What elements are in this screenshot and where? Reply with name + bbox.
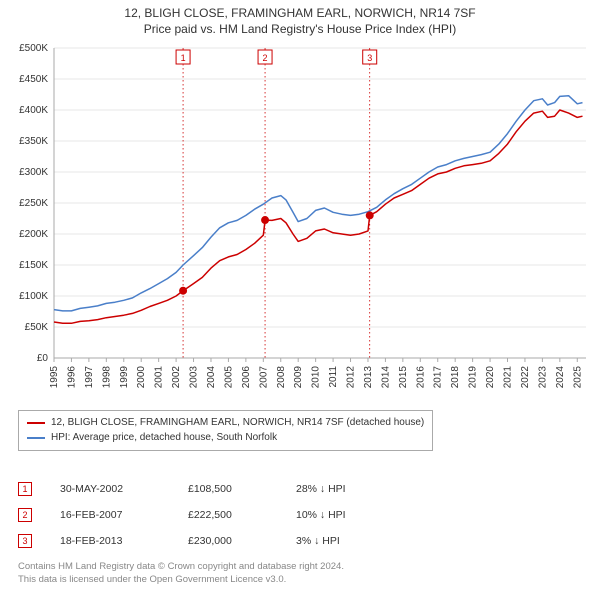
svg-text:2022: 2022 <box>520 366 531 389</box>
svg-text:2004: 2004 <box>206 366 217 389</box>
transaction-marker: 2 <box>18 508 32 522</box>
svg-text:£150K: £150K <box>19 260 48 271</box>
transaction-row: 1 30-MAY-2002 £108,500 28% ↓ HPI <box>18 476 386 502</box>
transactions-table: 1 30-MAY-2002 £108,500 28% ↓ HPI 2 16-FEB-200… <box>18 476 386 554</box>
svg-text:2000: 2000 <box>136 366 147 389</box>
chart-header: 12, BLIGH CLOSE, FRAMINGHAM EARL, NORWIC… <box>0 0 600 36</box>
attribution-text: Contains HM Land Registry data © Crown c… <box>18 561 344 586</box>
transaction-date: 16-FEB-2007 <box>60 509 160 521</box>
transaction-marker: 1 <box>18 482 32 496</box>
svg-text:2024: 2024 <box>555 366 566 389</box>
svg-text:2023: 2023 <box>537 366 548 389</box>
svg-text:1996: 1996 <box>66 366 77 389</box>
svg-text:£50K: £50K <box>25 322 49 333</box>
svg-text:2002: 2002 <box>171 366 182 389</box>
svg-text:2012: 2012 <box>346 366 357 389</box>
svg-text:2003: 2003 <box>189 366 200 389</box>
svg-text:2018: 2018 <box>450 366 461 389</box>
svg-text:£0: £0 <box>37 353 49 364</box>
svg-text:2016: 2016 <box>415 366 426 389</box>
svg-text:2017: 2017 <box>433 366 444 389</box>
svg-text:1998: 1998 <box>101 366 112 389</box>
transaction-date: 30-MAY-2002 <box>60 483 160 495</box>
transaction-marker: 3 <box>18 534 32 548</box>
svg-text:2: 2 <box>263 53 268 63</box>
svg-text:£450K: £450K <box>19 74 48 85</box>
legend-swatch <box>27 437 45 439</box>
transaction-row: 2 16-FEB-2007 £222,500 10% ↓ HPI <box>18 502 386 528</box>
svg-text:2019: 2019 <box>468 366 479 389</box>
transaction-row: 3 18-FEB-2013 £230,000 3% ↓ HPI <box>18 528 386 554</box>
svg-text:2025: 2025 <box>572 366 583 389</box>
svg-text:2011: 2011 <box>328 366 339 388</box>
svg-text:£250K: £250K <box>19 198 48 209</box>
attribution-line-2: This data is licensed under the Open Gov… <box>18 574 344 586</box>
legend-label: HPI: Average price, detached house, Sout… <box>51 430 277 445</box>
transaction-price: £108,500 <box>188 483 268 495</box>
transaction-date: 18-FEB-2013 <box>60 535 160 547</box>
svg-text:£100K: £100K <box>19 291 48 302</box>
svg-text:1999: 1999 <box>119 366 130 389</box>
svg-text:2021: 2021 <box>503 366 514 389</box>
svg-text:1997: 1997 <box>84 366 95 389</box>
legend-swatch <box>27 422 45 424</box>
svg-text:2010: 2010 <box>311 366 322 389</box>
svg-text:1995: 1995 <box>49 366 60 389</box>
chart-subtitle: Price paid vs. HM Land Registry's House … <box>10 22 590 36</box>
svg-text:2015: 2015 <box>398 366 409 389</box>
svg-text:1: 1 <box>181 53 186 63</box>
transaction-price: £222,500 <box>188 509 268 521</box>
chart-area: £0 £50K £100K £150K £200K £250K £300K £350K £400… <box>10 42 590 402</box>
svg-text:3: 3 <box>367 53 372 63</box>
svg-text:2008: 2008 <box>276 366 287 389</box>
svg-text:2007: 2007 <box>258 366 269 389</box>
svg-text:2006: 2006 <box>241 366 252 389</box>
legend-row: HPI: Average price, detached house, Sout… <box>27 430 424 445</box>
chart-title: 12, BLIGH CLOSE, FRAMINGHAM EARL, NORWIC… <box>10 6 590 20</box>
transaction-delta: 10% ↓ HPI <box>296 509 386 521</box>
legend-row: 12, BLIGH CLOSE, FRAMINGHAM EARL, NORWIC… <box>27 415 424 430</box>
svg-text:2013: 2013 <box>363 366 374 389</box>
transaction-delta: 28% ↓ HPI <box>296 483 386 495</box>
svg-text:£350K: £350K <box>19 136 48 147</box>
transaction-delta: 3% ↓ HPI <box>296 535 386 547</box>
svg-text:2009: 2009 <box>293 366 304 389</box>
svg-text:£500K: £500K <box>19 43 48 54</box>
transaction-price: £230,000 <box>188 535 268 547</box>
svg-text:2014: 2014 <box>380 366 391 389</box>
attribution-line-1: Contains HM Land Registry data © Crown c… <box>18 561 344 573</box>
legend-label: 12, BLIGH CLOSE, FRAMINGHAM EARL, NORWIC… <box>51 415 424 430</box>
svg-text:2005: 2005 <box>223 366 234 389</box>
svg-text:2020: 2020 <box>485 366 496 389</box>
line-chart: £0 £50K £100K £150K £200K £250K £300K £350K £400… <box>10 42 590 402</box>
svg-text:£300K: £300K <box>19 167 48 178</box>
legend: 12, BLIGH CLOSE, FRAMINGHAM EARL, NORWIC… <box>18 410 433 451</box>
svg-text:£200K: £200K <box>19 229 48 240</box>
svg-text:2001: 2001 <box>154 366 165 389</box>
svg-text:£400K: £400K <box>19 105 48 116</box>
